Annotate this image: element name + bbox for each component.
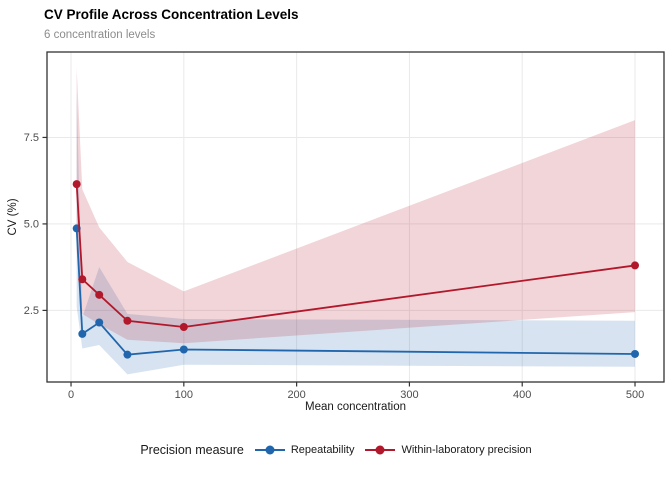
point-repeatability [78,329,87,338]
y-tick-label: 5.0 [24,218,39,230]
chart-subtitle: 6 concentration levels [44,29,156,41]
point-repeatability [95,318,104,327]
chart-title: CV Profile Across Concentration Levels [44,7,299,22]
x-tick-label: 100 [175,389,193,401]
x-tick-label: 500 [626,389,644,401]
y-tick-label: 2.5 [24,305,39,317]
point-repeatability [631,349,640,358]
point-repeatability [179,345,188,354]
legend-key-point [375,445,385,455]
point-within-lab [631,261,640,270]
y-tick-label: 7.5 [24,132,39,144]
point-within-lab [72,180,81,189]
panel-background [47,52,664,382]
point-within-lab [95,290,104,299]
legend-item-repeatability: Repeatability [254,443,355,457]
y-axis-title: CV (%) [7,198,19,236]
line-repeatability [75,228,636,356]
panel-border [46,51,665,383]
repeatability-key-icon [254,445,285,455]
legend-item-within-lab: Within-laboratory precision [364,443,532,457]
point-within-lab [123,316,132,325]
x-axis-title: Mean concentration [304,401,406,413]
legend-label-within-lab: Within-laboratory precision [401,444,532,456]
line-within-lab [75,184,636,328]
legend: Precision measure Repeatability Within-l… [0,443,672,457]
x-tick-label: 400 [513,389,531,401]
x-tick-label: 0 [68,389,74,401]
legend-key-point [265,445,275,455]
x-tick-label: 200 [287,389,305,401]
point-repeatability [123,350,132,359]
point-within-lab [78,275,87,284]
legend-label-repeatability: Repeatability [290,444,355,456]
within-lab-key-icon [365,445,396,455]
legend-title: Precision measure [140,443,244,457]
ribbon-within-lab [76,68,636,344]
x-tick-label: 300 [400,389,418,401]
point-within-lab [179,323,188,331]
ribbon-repeatability [76,92,636,375]
